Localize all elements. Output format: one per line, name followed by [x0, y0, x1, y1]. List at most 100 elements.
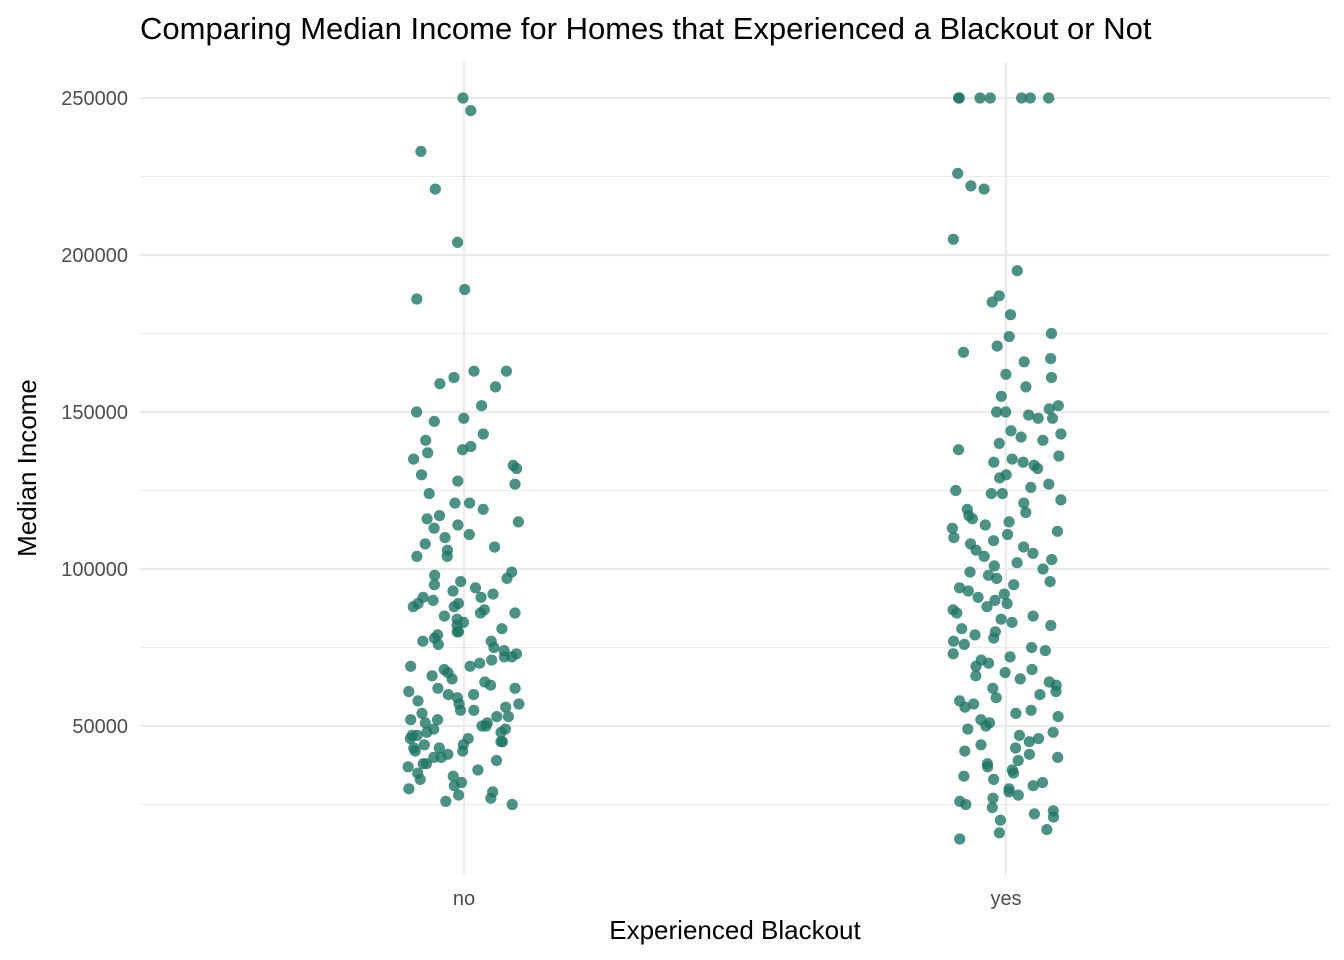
- data-point-yes: [1052, 751, 1064, 764]
- data-point-no: [438, 610, 450, 622]
- data-point-no: [472, 764, 484, 776]
- data-point-yes: [948, 532, 960, 544]
- data-point-yes: [969, 629, 981, 641]
- data-point-yes: [1000, 368, 1012, 380]
- data-point-yes: [965, 180, 977, 192]
- data-point-yes: [1055, 494, 1067, 506]
- data-point-yes: [1028, 808, 1040, 820]
- data-point-yes: [1043, 478, 1055, 490]
- data-point-yes: [987, 682, 999, 694]
- data-point-yes: [962, 723, 974, 735]
- data-point-yes: [1012, 789, 1024, 801]
- data-point-yes: [980, 720, 992, 732]
- data-point-no: [475, 591, 487, 603]
- data-point-no: [500, 701, 512, 713]
- data-point-yes: [989, 594, 1001, 607]
- data-point-no: [432, 638, 444, 651]
- data-point-yes: [1046, 412, 1059, 424]
- data-point-no: [459, 283, 471, 296]
- y-axis-title: Median Income: [12, 379, 42, 557]
- data-point-yes: [959, 701, 971, 713]
- data-point-yes: [990, 692, 1002, 704]
- data-point-yes: [1046, 554, 1058, 566]
- data-point-yes: [1000, 406, 1012, 418]
- data-point-yes: [1013, 729, 1025, 742]
- data-point-no: [409, 745, 421, 757]
- data-point-yes: [1026, 663, 1038, 676]
- data-point-no: [502, 711, 514, 723]
- data-point-yes: [1047, 811, 1060, 823]
- data-point-no: [476, 720, 488, 732]
- data-point-yes: [1025, 481, 1037, 493]
- data-point-no: [513, 698, 525, 710]
- data-point-yes: [970, 660, 982, 672]
- data-point-yes: [974, 92, 986, 104]
- data-point-yes: [1006, 453, 1018, 465]
- data-point-yes: [1053, 450, 1065, 462]
- data-point-no: [402, 761, 414, 773]
- data-point-no: [442, 689, 454, 701]
- data-point-no: [414, 773, 426, 786]
- data-point-yes: [985, 488, 997, 500]
- data-point-yes: [972, 591, 984, 603]
- data-point-no: [428, 415, 440, 427]
- data-point-yes: [1037, 563, 1049, 575]
- data-point-yes: [1055, 428, 1067, 440]
- y-tick-label: 250000: [61, 88, 128, 110]
- data-point-yes: [970, 544, 982, 556]
- data-point-yes: [1003, 331, 1015, 343]
- data-point-yes: [1023, 409, 1035, 421]
- data-point-yes: [986, 802, 998, 814]
- data-point-no: [498, 651, 510, 663]
- data-point-no: [457, 444, 469, 456]
- data-point-yes: [957, 346, 970, 358]
- data-point-yes: [1037, 434, 1049, 446]
- data-point-yes: [952, 444, 965, 456]
- data-point-yes: [1045, 353, 1057, 365]
- data-point-yes: [953, 92, 965, 104]
- data-point-no: [455, 576, 467, 588]
- data-point-yes: [1006, 616, 1018, 629]
- data-point-yes: [951, 607, 963, 619]
- data-point-no: [485, 792, 497, 804]
- data-points: [402, 92, 1067, 845]
- data-point-no: [422, 447, 434, 459]
- data-point-no: [416, 707, 428, 720]
- data-point-yes: [978, 183, 990, 195]
- data-point-yes: [991, 572, 1003, 585]
- data-point-no: [428, 522, 440, 534]
- data-point-no: [432, 714, 444, 726]
- data-point-yes: [1003, 786, 1015, 798]
- data-point-yes: [1010, 742, 1022, 754]
- data-point-yes: [1016, 92, 1028, 104]
- data-point-no: [452, 236, 464, 248]
- data-point-no: [420, 434, 432, 446]
- y-tick-label: 100000: [61, 559, 128, 581]
- data-point-no: [496, 736, 508, 748]
- data-point-yes: [1011, 557, 1023, 569]
- data-point-yes: [996, 488, 1008, 500]
- data-point-yes: [994, 814, 1007, 826]
- data-point-yes: [1051, 525, 1064, 537]
- data-point-no: [427, 594, 439, 607]
- data-point-yes: [981, 601, 993, 613]
- y-axis-tick-labels: 50000 100000 150000 200000 250000: [61, 88, 128, 738]
- data-point-no: [447, 770, 459, 782]
- x-tick-label: yes: [990, 888, 1021, 910]
- data-point-yes: [956, 623, 968, 635]
- data-point-no: [448, 601, 460, 613]
- data-point-no: [464, 660, 476, 672]
- data-point-no: [468, 689, 480, 701]
- data-point-yes: [1045, 619, 1057, 632]
- data-point-yes: [1018, 356, 1030, 368]
- data-point-no: [451, 626, 463, 638]
- data-point-yes: [954, 833, 966, 845]
- data-point-yes: [1050, 685, 1062, 698]
- data-point-yes: [1011, 265, 1023, 277]
- data-point-yes: [1041, 824, 1053, 836]
- data-point-yes: [946, 522, 959, 534]
- data-point-yes: [1032, 733, 1045, 745]
- y-tick-label: 50000: [72, 716, 128, 738]
- data-point-yes: [993, 827, 1006, 839]
